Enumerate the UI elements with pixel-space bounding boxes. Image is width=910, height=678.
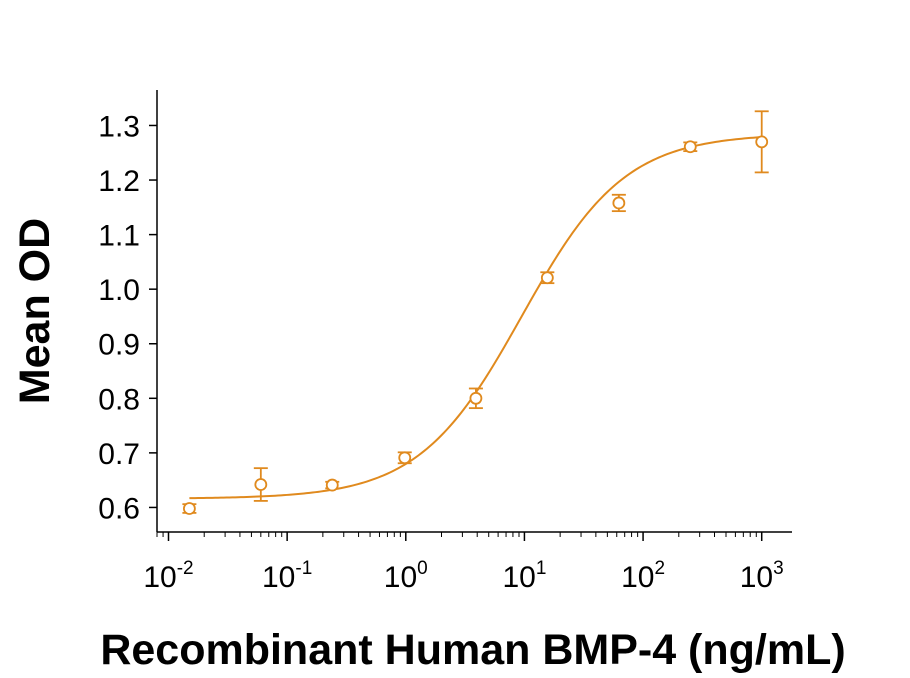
data-point — [611, 193, 626, 213]
marker — [612, 196, 626, 210]
x-tick-exponent: 0 — [417, 558, 428, 579]
data-points — [182, 110, 769, 515]
y-axis-ticks: 0.6 0.7 0.8 0.9 1.0 1.1 1.2 1.3 — [98, 110, 157, 525]
marker — [683, 140, 697, 154]
x-tick-exponent: -2 — [177, 558, 194, 579]
y-tick-label: 1.2 — [98, 165, 140, 198]
data-point — [468, 387, 483, 410]
y-axis-title: Mean OD — [11, 218, 59, 404]
data-point — [397, 451, 412, 465]
x-axis-ticks: 10-2 10-1 100 101 102 103 — [143, 532, 784, 594]
x-tick-exponent: -1 — [295, 558, 312, 579]
data-point — [182, 502, 197, 515]
axes — [156, 90, 792, 533]
x-tick-base: 10 — [740, 561, 773, 594]
y-tick-label: 0.6 — [98, 492, 140, 525]
x-tick-exponent: 2 — [654, 558, 665, 579]
marker — [540, 271, 554, 285]
y-tick-label: 1.1 — [98, 220, 140, 253]
marker — [398, 451, 412, 465]
x-tick-label: 100 — [384, 558, 428, 594]
marker — [469, 391, 483, 405]
x-tick-base: 10 — [621, 561, 654, 594]
data-point — [253, 467, 268, 502]
fit-curve — [189, 136, 762, 500]
y-tick-label: 1.3 — [98, 110, 140, 143]
data-point — [325, 478, 340, 492]
x-tick-base: 10 — [502, 561, 535, 594]
y-tick-label: 0.9 — [98, 329, 140, 362]
marker — [325, 478, 339, 492]
x-axis-title: Recombinant Human BMP-4 (ng/mL) — [100, 626, 845, 674]
x-tick-exponent: 1 — [536, 558, 547, 579]
x-tick-label: 101 — [502, 558, 546, 594]
data-point — [683, 140, 698, 154]
data-series — [182, 110, 769, 515]
y-tick-label: 1.0 — [98, 274, 140, 307]
data-point — [754, 110, 769, 174]
x-tick-label: 10-1 — [262, 558, 312, 594]
x-tick-base: 10 — [143, 561, 176, 594]
y-tick-label: 0.8 — [98, 383, 140, 416]
x-tick-base: 10 — [384, 561, 417, 594]
marker — [254, 478, 268, 491]
x-tick-exponent: 3 — [773, 558, 784, 579]
x-tick-label: 10-2 — [143, 558, 193, 594]
y-tick-label: 0.7 — [98, 438, 140, 471]
x-tick-base: 10 — [262, 561, 295, 594]
marker — [755, 135, 769, 149]
x-tick-label: 103 — [740, 558, 784, 594]
data-point — [540, 271, 555, 285]
marker — [182, 502, 196, 515]
x-tick-label: 102 — [621, 558, 665, 594]
